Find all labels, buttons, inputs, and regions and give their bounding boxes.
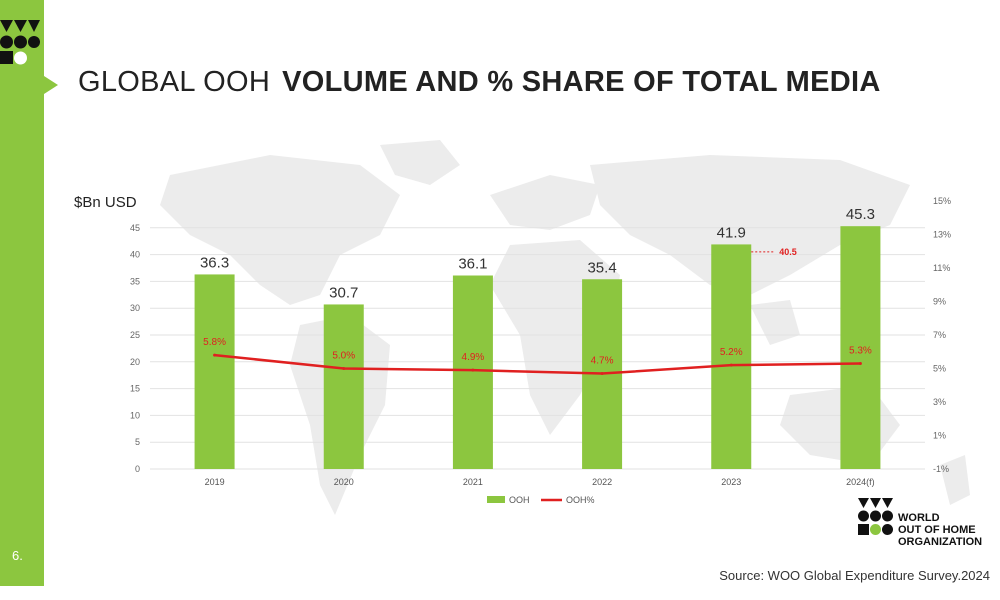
y2-tick-label: 5% <box>933 364 946 374</box>
legend: OOH OOH% <box>487 495 595 505</box>
y-tick-label: 5 <box>135 437 140 447</box>
line-value-label: 4.9% <box>462 352 485 363</box>
line-value-label: 4.7% <box>591 356 614 367</box>
bar-ooh <box>452 275 493 469</box>
line-value-label: 5.3% <box>849 345 872 356</box>
bar-value-label: 35.4 <box>587 259 616 276</box>
bar-ooh <box>711 244 752 469</box>
y-tick-label: 10 <box>130 410 140 420</box>
sidebar-arrow <box>44 76 58 94</box>
annotation-label: 40.5 <box>779 247 797 257</box>
y-tick-label: 15 <box>130 384 140 394</box>
bar-ooh <box>323 304 364 469</box>
y2-tick-label: 11% <box>933 263 950 273</box>
bar-value-label: 41.9 <box>717 224 746 241</box>
line-value-label: 5.8% <box>203 337 226 348</box>
y-tick-label: 20 <box>130 357 140 367</box>
bar-ooh <box>194 274 235 469</box>
bar-value-label: 45.3 <box>846 206 875 223</box>
line-point <box>729 363 733 367</box>
title-light: GLOBAL OOH <box>78 66 271 98</box>
line-point <box>600 372 604 376</box>
y-tick-label: 0 <box>135 464 140 474</box>
page-title: GLOBAL OOH VOLUME AND % SHARE OF TOTAL ME… <box>78 66 881 99</box>
bar-value-label: 36.1 <box>458 256 487 273</box>
y-tick-label: 25 <box>130 330 140 340</box>
bar-value-label: 36.3 <box>200 254 229 271</box>
x-tick-label: 2023 <box>721 477 741 487</box>
y2-tick-label: 7% <box>933 330 946 340</box>
org-line-1: WORLD <box>898 512 940 524</box>
line-point <box>471 368 475 372</box>
bar-value-label: 30.7 <box>329 284 358 301</box>
page-number: 6. <box>12 548 23 563</box>
legend-label-ooh-pct: OOH% <box>566 495 595 505</box>
y-tick-label: 40 <box>130 250 140 260</box>
y2-tick-label: 3% <box>933 397 946 407</box>
y2-tick-label: 15% <box>933 196 951 206</box>
x-tick-label: 2022 <box>592 477 612 487</box>
y2-tick-label: -1% <box>933 464 949 474</box>
bar-ooh <box>840 226 881 469</box>
legend-swatch-ooh <box>487 496 505 503</box>
line-value-label: 5.2% <box>720 347 743 358</box>
y-tick-label: 35 <box>130 276 140 286</box>
title-bold: VOLUME AND % SHARE OF TOTAL MEDIA <box>282 66 881 98</box>
woo-organization-logo-icon <box>858 498 893 535</box>
x-tick-label: 2020 <box>334 477 354 487</box>
x-tick-label: 2024(f) <box>846 477 875 487</box>
y2-tick-label: 13% <box>933 230 951 240</box>
org-line-2: OUT OF HOME <box>898 524 976 536</box>
y-tick-label: 30 <box>130 303 140 313</box>
y2-tick-label: 1% <box>933 431 946 441</box>
line-value-label: 5.0% <box>332 351 355 362</box>
y-tick-label: 45 <box>130 223 140 233</box>
x-tick-label: 2021 <box>463 477 483 487</box>
woo-logo-icon <box>0 20 40 65</box>
line-point <box>858 361 862 365</box>
line-ooh-pct <box>214 353 861 375</box>
line-point <box>342 367 346 370</box>
line-point <box>213 353 217 357</box>
y-axis-label: $Bn USD <box>74 194 137 211</box>
legend-label-ooh: OOH <box>509 495 530 505</box>
sidebar-band <box>0 0 44 586</box>
x-tick-label: 2019 <box>205 477 225 487</box>
org-name: WORLD OUT OF HOME ORGANIZATION <box>898 512 982 548</box>
source-note: Source: WOO Global Expenditure Survey.20… <box>719 568 990 583</box>
y2-tick-label: 9% <box>933 297 946 307</box>
org-line-3: ORGANIZATION <box>898 536 983 548</box>
